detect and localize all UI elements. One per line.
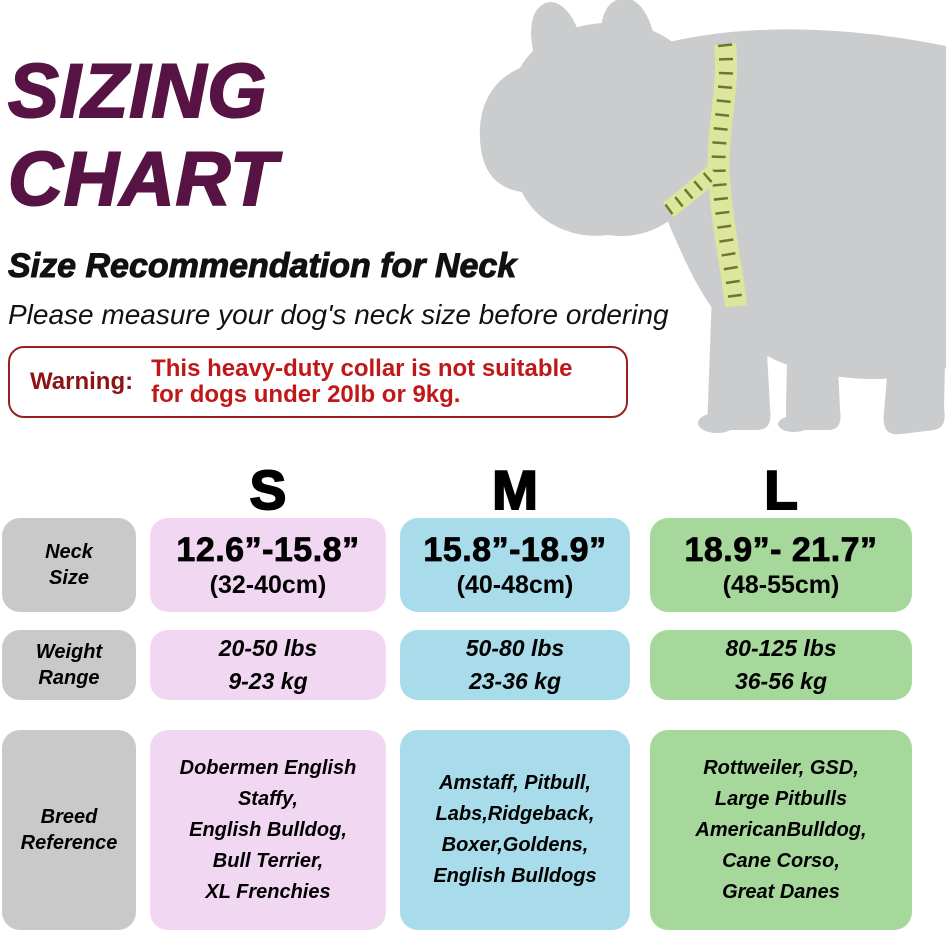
- breed-reference-cell-m: Amstaff, Pitbull, Labs,Ridgeback, Boxer,…: [400, 730, 630, 930]
- weight-range-text-l: 80-125 lbs 36-56 kg: [725, 634, 837, 694]
- dog-body: [616, 29, 946, 380]
- neck-size-cm-s: (32-40cm): [209, 570, 327, 599]
- page-title: SIZING CHART: [7, 48, 278, 224]
- neck-size-cell-l: 18.9”- 21.7” (48-55cm): [650, 518, 912, 612]
- breed-reference-cell-l: Rottweiler, GSD, Large Pitbulls American…: [650, 730, 912, 930]
- breed-reference-text-l: Rottweiler, GSD, Large Pitbulls American…: [695, 756, 867, 903]
- neck-size-value-m: 15.8”-18.9”: [423, 530, 607, 569]
- measuring-tape: [662, 42, 747, 308]
- warning-label: Warning:: [30, 368, 134, 395]
- warning-text: This heavy-duty collar is not suitable f…: [151, 355, 573, 408]
- dog-front-leg-near: [707, 292, 771, 430]
- page-title-line2: CHART: [7, 136, 278, 223]
- neck-size-value-l: 18.9”- 21.7”: [684, 530, 878, 569]
- row-label-neck-size-text: Neck Size: [45, 541, 93, 589]
- weight-range-cell-l: 80-125 lbs 36-56 kg: [650, 630, 912, 700]
- neck-size-value-s: 12.6”-15.8”: [176, 530, 360, 569]
- dog-ear-left: [531, 2, 583, 54]
- size-column-header-s: S: [249, 458, 288, 522]
- dog-silhouette-svg: [479, 0, 946, 435]
- subtitle: Size Recommendation for Neck: [7, 247, 517, 286]
- dog-front-leg-far: [785, 318, 841, 430]
- breed-reference-text-s: Dobermen English Staffy, English Bulldog…: [179, 756, 357, 903]
- dog-rear-leg: [883, 318, 946, 435]
- neck-size-cell-s: 12.6”-15.8” (32-40cm): [150, 518, 386, 612]
- dog-silhouette: [479, 0, 946, 435]
- neck-size-cm-m: (40-48cm): [456, 570, 574, 599]
- row-label-breed-reference: Breed Reference: [2, 730, 136, 930]
- weight-range-text-m: 50-80 lbs 23-36 kg: [465, 634, 565, 694]
- breed-reference-cell-s: Dobermen English Staffy, English Bulldog…: [150, 730, 386, 930]
- neck-size-cm-l: (48-55cm): [722, 570, 840, 599]
- row-label-weight-range: Weight Range: [2, 630, 136, 700]
- dog-paw-near: [698, 413, 736, 433]
- weight-range-cell-m: 50-80 lbs 23-36 kg: [400, 630, 630, 700]
- tagline: Please measure your dog's neck size befo…: [8, 299, 669, 330]
- size-table: S M L Neck Size 12.6”-15.8” (32-40cm) 15…: [2, 458, 912, 930]
- measuring-tape-branch: [662, 165, 720, 218]
- size-column-header-l: L: [763, 458, 799, 522]
- warning-box: Warning: This heavy-duty collar is not s…: [8, 346, 628, 418]
- dog-illustration: [476, 0, 946, 436]
- dog-ear-right: [601, 0, 655, 44]
- neck-size-cell-m: 15.8”-18.9” (40-48cm): [400, 518, 630, 612]
- size-column-header-m: M: [491, 458, 539, 522]
- page-title-line1: SIZING: [7, 48, 268, 135]
- weight-range-cell-s: 20-50 lbs 9-23 kg: [150, 630, 386, 700]
- row-label-neck-size: Neck Size: [2, 518, 136, 612]
- breed-reference-text-m: Amstaff, Pitbull, Labs,Ridgeback, Boxer,…: [433, 772, 597, 887]
- weight-range-text-s: 20-50 lbs 9-23 kg: [218, 634, 318, 694]
- dog-head: [479, 22, 707, 237]
- dog-paw-far: [778, 416, 810, 432]
- row-label-breed-reference-text: Breed Reference: [20, 806, 118, 854]
- row-label-weight-range-text: Weight Range: [35, 641, 103, 689]
